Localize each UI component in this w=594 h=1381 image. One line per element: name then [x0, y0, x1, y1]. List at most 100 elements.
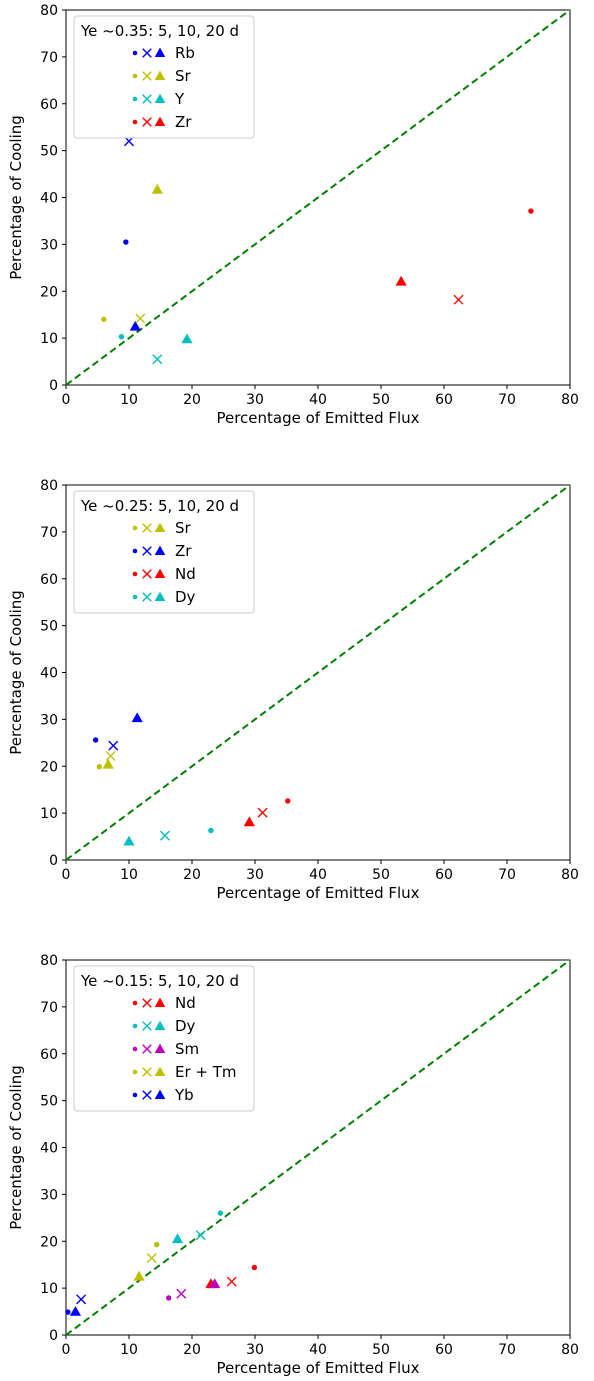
legend-marker-triangle: [154, 1020, 166, 1030]
reference-line: [65, 484, 571, 861]
legend-marker-circle: [132, 1023, 138, 1029]
data-point: [135, 313, 146, 324]
legend: Ye ~0.15: 5, 10, 20 d Nd Dy Sm Er + Tm Yb: [73, 965, 255, 1112]
legend-label: Nd: [175, 994, 196, 1012]
y-tick-label: 50: [40, 619, 58, 635]
legend-marker-triangle: [154, 116, 166, 126]
legend-marker-x: [142, 71, 152, 81]
legend-box: [73, 965, 255, 1112]
x-tick-label: 70: [498, 1342, 516, 1358]
legend-marker-circle: [132, 50, 138, 56]
legend-label: Dy: [175, 1017, 196, 1035]
legend: Ye ~0.25: 5, 10, 20 d Sr Zr Nd Dy: [73, 490, 255, 614]
y-tick-label: 0: [49, 853, 58, 869]
legend-label: Nd: [175, 565, 196, 583]
series-zr: [92, 712, 143, 751]
series-sm: [165, 1278, 221, 1301]
legend-entry: Zr: [132, 113, 192, 131]
legend-entry: Dy: [132, 588, 196, 606]
legend-label: Rb: [175, 44, 195, 62]
x-tick-label: 50: [372, 1342, 390, 1358]
legend-marker-circle: [132, 73, 138, 79]
legend-title: Ye ~0.15: 5, 10, 20 d: [80, 972, 239, 990]
legend-marker-x: [142, 592, 152, 602]
legend-label: Sr: [175, 519, 192, 537]
y-tick-label: 40: [40, 666, 58, 682]
y-axis-label: Percentage of Cooling: [7, 590, 25, 755]
legend-entry: Nd: [132, 565, 196, 583]
legend-marker-triangle: [154, 47, 166, 57]
series-sr: [96, 750, 116, 770]
legend-entry: Dy: [132, 1017, 196, 1035]
data-point: [217, 1210, 224, 1216]
series-yb: [65, 1294, 87, 1316]
series-y: [118, 333, 193, 365]
data-point: [105, 750, 116, 761]
legend-marker-triangle: [154, 1066, 166, 1076]
data-point: [65, 1309, 71, 1315]
data-point: [165, 1295, 172, 1301]
x-tick-label: 40: [309, 1342, 327, 1358]
x-tick-label: 40: [309, 392, 327, 408]
x-tick-label: 20: [183, 1342, 201, 1358]
data-point: [123, 239, 129, 245]
data-point: [226, 1276, 237, 1287]
legend-entry: Sr: [132, 519, 192, 537]
legend-label: Zr: [175, 542, 192, 560]
legend-label: Yb: [174, 1086, 194, 1104]
legend-marker-triangle: [154, 70, 166, 80]
legend-marker-x: [142, 117, 152, 127]
y-tick-label: 50: [40, 144, 58, 160]
y-tick-label: 70: [40, 525, 58, 541]
legend-marker-x: [142, 1021, 152, 1031]
y-tick-label: 0: [49, 1328, 58, 1344]
x-tick-label: 30: [246, 1342, 264, 1358]
x-tick-label: 80: [561, 867, 579, 883]
x-tick-label: 10: [120, 392, 138, 408]
legend-marker-x: [142, 1067, 152, 1077]
y-tick-label: 20: [40, 1234, 58, 1250]
legend-marker-x: [142, 523, 152, 533]
legend-title: Ye ~0.25: 5, 10, 20 d: [80, 497, 239, 515]
legend-entry: Zr: [132, 542, 192, 560]
legend-marker-x: [142, 546, 152, 556]
y-tick-label: 70: [40, 1000, 58, 1016]
y-tick-label: 40: [40, 1141, 58, 1157]
legend-marker-circle: [132, 1046, 138, 1052]
data-point: [154, 1241, 160, 1248]
legend-marker-circle: [132, 1092, 138, 1098]
y-tick-label: 20: [40, 759, 58, 775]
data-point: [102, 758, 114, 769]
x-axis-label: Percentage of Emitted Flux: [216, 409, 419, 427]
y-tick-label: 80: [40, 3, 58, 19]
y-tick-label: 70: [40, 50, 58, 66]
series-rb: [123, 136, 141, 331]
data-point: [453, 294, 464, 305]
y-tick-label: 60: [40, 1047, 58, 1063]
data-point: [251, 1264, 258, 1271]
legend-entry: Er + Tm: [132, 1063, 237, 1081]
legend-marker-circle: [132, 548, 138, 554]
data-point: [285, 798, 291, 804]
chart-panel-1: 0 10 20 30 40 50 60 70 80 0 10 20 30 40 50 60 70 80 Percen…: [7, 3, 579, 427]
reference-line: [65, 9, 571, 386]
x-tick-label: 60: [435, 392, 453, 408]
legend-marker-circle: [132, 525, 138, 531]
y-tick-label: 40: [40, 191, 58, 207]
data-point: [195, 1230, 206, 1241]
series-sr: [101, 183, 163, 324]
legend-label: Y: [174, 90, 185, 108]
y-tick-label: 30: [40, 237, 58, 253]
series-dy: [123, 827, 214, 846]
legend-marker-triangle: [154, 997, 166, 1007]
legend-marker-circle: [132, 1069, 138, 1075]
legend-marker-triangle: [154, 568, 166, 578]
legend-marker-circle: [132, 571, 138, 577]
data-point: [69, 1305, 82, 1316]
legend: Ye ~0.35: 5, 10, 20 d Rb Sr Y Zr: [73, 15, 255, 139]
data-point: [131, 712, 143, 723]
reference-line: [65, 959, 571, 1336]
legend-marker-triangle: [154, 545, 166, 555]
data-point: [528, 208, 534, 214]
